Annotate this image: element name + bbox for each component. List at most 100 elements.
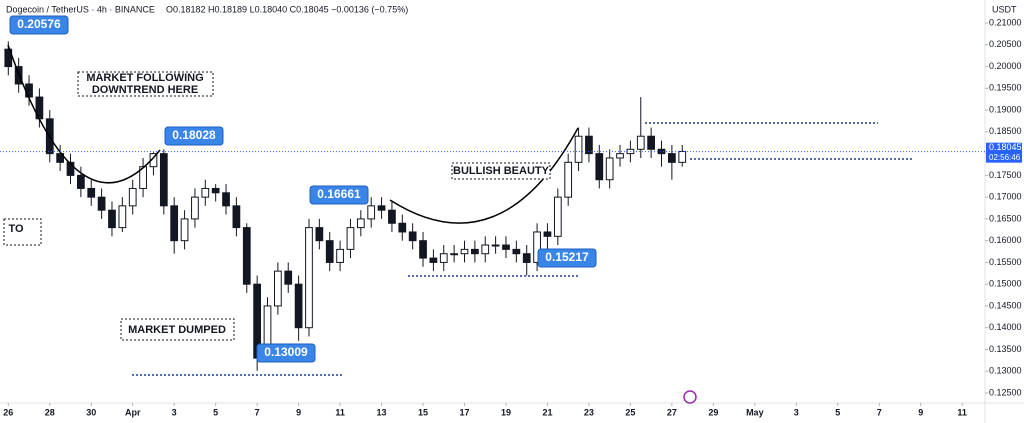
candle-body xyxy=(522,253,531,263)
candle-body xyxy=(574,135,583,163)
y-tick-label: 0.15500 xyxy=(989,257,1022,267)
candle-body xyxy=(170,205,179,242)
candle-body xyxy=(595,153,604,181)
candle-body xyxy=(502,244,510,250)
candle-body xyxy=(367,205,376,220)
x-tick-label: 5 xyxy=(835,407,840,417)
candle-body xyxy=(66,161,75,176)
x-tick-label: May xyxy=(746,407,764,417)
callout-text: 0.16661 xyxy=(317,187,361,201)
y-tick-label: 0.13500 xyxy=(989,344,1022,354)
y-tick-label: 0.14000 xyxy=(989,322,1022,332)
callout xyxy=(256,343,316,363)
x-tick-label: 21 xyxy=(542,407,552,417)
candle-body xyxy=(315,227,324,242)
x-tick-label: 7 xyxy=(877,407,882,417)
y-tick-label: 0.13000 xyxy=(989,366,1022,376)
plot: 0.12500 0.13000 0.13500 0.14000 0.14500 0.150… xyxy=(3,17,1021,417)
price-tag-text: 0.18045 xyxy=(989,142,1022,152)
x-tick-label: 28 xyxy=(45,407,55,417)
ohlc: O0.18182 H0.18189 L0.18040 C0.18045 −0.0… xyxy=(166,4,408,14)
note-box xyxy=(3,218,42,246)
x-tick-label: 19 xyxy=(501,407,511,417)
note-box xyxy=(77,71,214,97)
candle-body xyxy=(128,187,137,207)
candle-body xyxy=(481,244,490,255)
candle-body xyxy=(450,253,459,256)
callout-text: 0.15217 xyxy=(545,250,589,264)
y-tick-label: 0.14500 xyxy=(989,300,1022,310)
candle-body xyxy=(108,209,116,229)
candle-body xyxy=(139,166,147,189)
x-tick-label: 13 xyxy=(377,407,387,417)
y-tick-label: 0.18500 xyxy=(989,126,1022,136)
candle-body xyxy=(491,244,500,247)
x-tick-label: 25 xyxy=(625,407,635,417)
candle-body xyxy=(533,231,541,263)
candle-body xyxy=(408,231,417,242)
note-text: MARKET FOLLOWING xyxy=(86,72,203,84)
candle-body xyxy=(668,153,676,163)
trend-curve xyxy=(389,127,579,224)
candle-body xyxy=(242,227,251,285)
x-tick-label: 29 xyxy=(708,407,718,417)
candle-body xyxy=(346,227,355,250)
candle-body xyxy=(97,196,106,211)
x-tick-label: 27 xyxy=(667,407,677,417)
y-tick-label: 0.17000 xyxy=(989,192,1022,202)
y-tick-label: 0.20000 xyxy=(989,61,1022,71)
x-tick-label: 11 xyxy=(957,407,967,417)
y-tick-label: 0.12500 xyxy=(989,387,1022,397)
candle-body xyxy=(585,135,593,155)
candle-body xyxy=(274,270,282,307)
candle-body xyxy=(512,248,521,255)
candle-body xyxy=(678,150,687,163)
x-tick-label: 9 xyxy=(296,407,301,417)
y-tick-label: 0.15000 xyxy=(989,279,1022,289)
trend-curve xyxy=(7,44,161,184)
candle-body xyxy=(294,283,303,329)
note-text: MARKET DUMPED xyxy=(128,324,226,336)
candle-body xyxy=(159,153,168,207)
price-tag xyxy=(986,142,1022,163)
candle-body xyxy=(460,248,469,255)
note-box xyxy=(120,318,235,341)
candle-body xyxy=(191,196,199,220)
candle-body xyxy=(149,153,158,168)
currency: USDT xyxy=(992,4,1017,14)
candle-body xyxy=(232,205,241,229)
candle-body xyxy=(284,270,293,285)
x-tick-label: 17 xyxy=(459,407,469,417)
callout-text: 0.18028 xyxy=(172,128,216,142)
y-tick-label: 0.19500 xyxy=(989,83,1022,93)
candle-body xyxy=(87,187,96,198)
candle-body xyxy=(553,196,562,237)
candle-body xyxy=(305,227,313,329)
candle-body xyxy=(471,248,479,255)
candle-body xyxy=(25,83,33,98)
y-tick-label: 0.19000 xyxy=(989,104,1022,114)
candle-body xyxy=(605,157,614,181)
callout xyxy=(9,15,69,35)
note-text: DOWNTREND HERE xyxy=(92,84,198,96)
candle-body xyxy=(56,153,65,163)
candle-body xyxy=(118,205,127,229)
candle-body xyxy=(201,187,210,198)
candle-body xyxy=(419,240,427,259)
callout-text: 0.13009 xyxy=(264,345,308,359)
candle-body xyxy=(388,209,396,224)
candle-body xyxy=(398,222,407,233)
y-tick-label: 0.16500 xyxy=(989,213,1022,223)
x-tick-label: 26 xyxy=(3,407,13,417)
candle-body xyxy=(657,148,666,155)
candle-body xyxy=(636,135,645,150)
callouts: 0.20576 0.18028 0.16661 0.13009 0.15217 xyxy=(9,15,597,363)
candle-body xyxy=(616,153,624,159)
candle-body xyxy=(77,174,85,189)
x-tick-label: 7 xyxy=(255,407,260,417)
y-tick-label: 0.21000 xyxy=(989,17,1022,27)
x-tick-label: 5 xyxy=(213,407,218,417)
x-tick-label: 15 xyxy=(418,407,428,417)
event-icon xyxy=(683,390,697,404)
candle-body xyxy=(564,161,573,198)
